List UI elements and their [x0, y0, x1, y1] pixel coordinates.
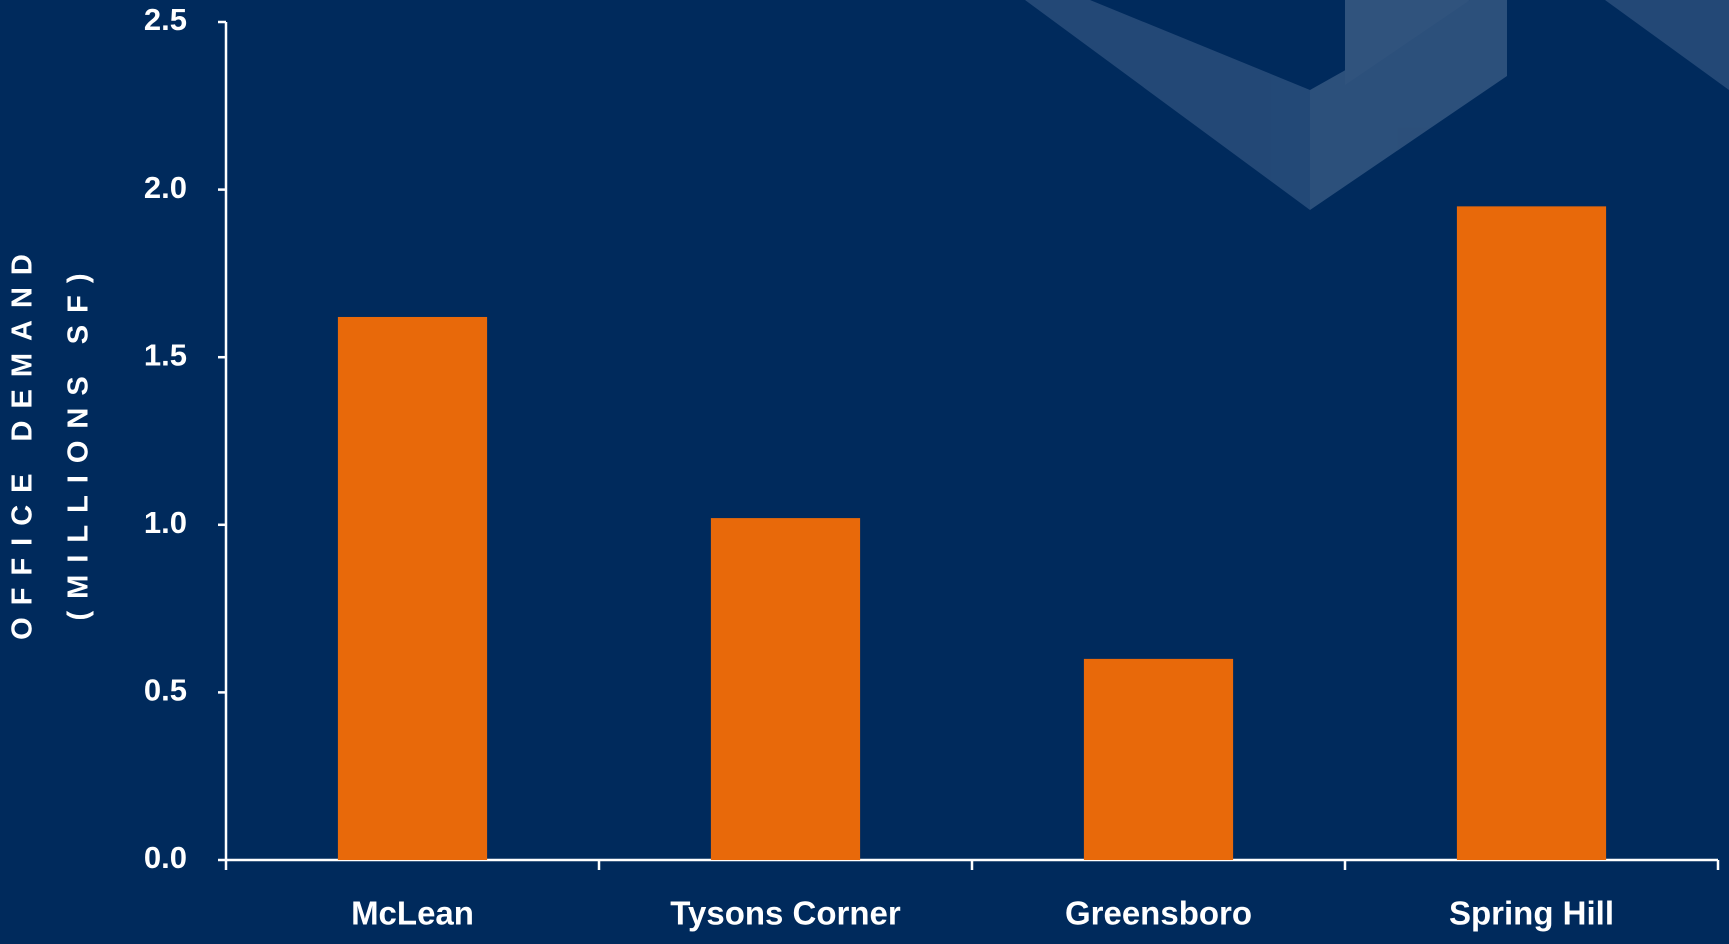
y-tick-label: 1.5: [144, 337, 187, 372]
bar: [337, 316, 488, 860]
decoration: [1025, 0, 1729, 210]
bar: [1083, 658, 1234, 860]
bar: [710, 518, 861, 860]
x-tick-label: McLean: [351, 895, 474, 932]
y-axis-title: OFFICE DEMAND (MILLIONS SF): [7, 242, 95, 640]
y-tick-label: 2.0: [144, 170, 187, 205]
y-tick-label: 0.5: [144, 673, 187, 708]
y-axis-title-line: OFFICE DEMAND: [7, 242, 39, 640]
bar: [1456, 206, 1607, 861]
y-tick-label: 1.0: [144, 505, 187, 540]
x-tick-label: Greensboro: [1065, 895, 1252, 932]
x-tick-label: Tysons Corner: [670, 895, 901, 932]
y-tick-label: 0.0: [144, 840, 187, 875]
y-axis-title-line: (MILLIONS SF): [63, 262, 95, 621]
y-tick-label: 2.5: [144, 2, 187, 37]
x-tick-label: Spring Hill: [1449, 895, 1614, 932]
